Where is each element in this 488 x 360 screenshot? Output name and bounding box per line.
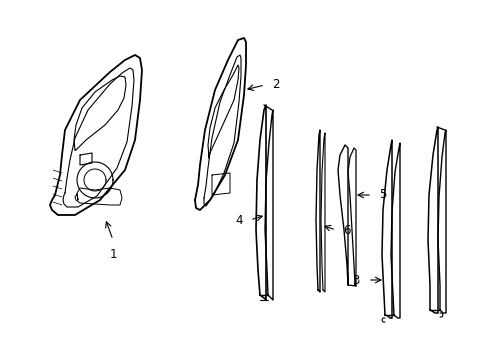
Text: 6: 6: [342, 224, 350, 237]
Text: 1: 1: [109, 248, 117, 261]
Text: 4: 4: [235, 213, 243, 226]
Text: 3: 3: [352, 274, 359, 287]
Text: 2: 2: [271, 78, 279, 91]
Text: 5: 5: [378, 189, 386, 202]
